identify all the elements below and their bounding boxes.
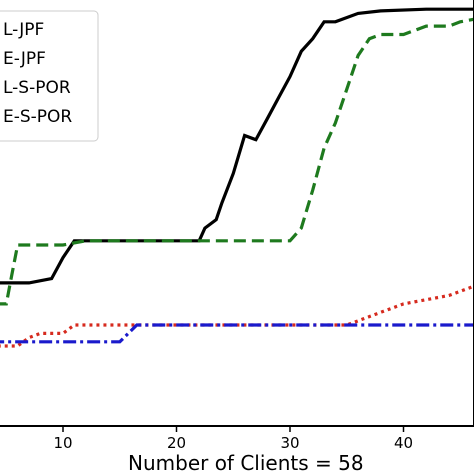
x-tick-label: 20 (167, 434, 186, 452)
legend-entry-l-s-por: L-S-POR (3, 78, 71, 98)
series-line-e-jpf (0, 17, 474, 306)
x-tick-label: 10 (53, 434, 72, 452)
plot-frame (0, 0, 474, 427)
series-lines (0, 7, 474, 348)
legend-entry-e-jpf: E-JPF (3, 49, 46, 69)
series-line-e-s-por (0, 323, 474, 344)
x-axis: 10 20 30 40 (53, 426, 413, 452)
legend-box (0, 10, 99, 142)
x-tick-label: 30 (280, 434, 299, 452)
legend-entry-e-s-por: E-S-POR (3, 107, 72, 127)
x-axis-label: Number of Clients = 58 (128, 451, 364, 474)
legend: L-JPF E-JPF L-S-POR E-S-POR (0, 10, 99, 142)
x-tick-label: 40 (394, 434, 413, 452)
legend-entry-l-jpf: L-JPF (3, 20, 44, 40)
